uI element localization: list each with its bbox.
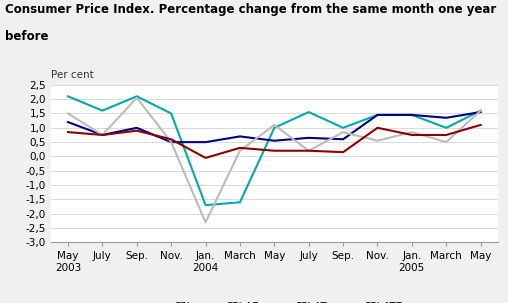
CPI-AT: [100, 133, 106, 137]
CPI: [168, 112, 174, 115]
CPI-AT: [271, 123, 277, 127]
CPI-ATE: [306, 149, 312, 152]
CPI-ATE: [443, 133, 449, 137]
CPI-AE: [374, 113, 380, 117]
CPI-AE: [409, 113, 415, 117]
CPI-AT: [443, 140, 449, 144]
CPI: [478, 109, 484, 112]
CPI-AT: [203, 221, 209, 224]
Legend: CPI, CPI-AE, CPI-AT, CPI-ATE: CPI, CPI-AE, CPI-AT, CPI-ATE: [142, 298, 406, 303]
CPI: [100, 109, 106, 112]
CPI-AE: [306, 136, 312, 140]
CPI: [271, 126, 277, 130]
CPI-ATE: [100, 133, 106, 137]
CPI-AE: [134, 126, 140, 130]
CPI-ATE: [409, 133, 415, 137]
CPI-AE: [100, 133, 106, 137]
CPI: [374, 113, 380, 117]
Text: before: before: [5, 30, 49, 43]
Text: Per cent: Per cent: [51, 70, 93, 80]
CPI-AT: [237, 149, 243, 152]
Line: CPI-ATE: CPI-ATE: [68, 125, 481, 158]
CPI-AE: [443, 116, 449, 120]
CPI-AT: [340, 130, 346, 134]
CPI-AE: [203, 140, 209, 144]
CPI-AT: [65, 112, 71, 115]
CPI-AE: [65, 120, 71, 124]
Line: CPI-AE: CPI-AE: [68, 112, 481, 142]
CPI: [65, 95, 71, 98]
CPI-AT: [374, 139, 380, 142]
CPI-ATE: [271, 149, 277, 152]
CPI-ATE: [237, 146, 243, 150]
CPI: [409, 113, 415, 117]
Text: Consumer Price Index. Percentage change from the same month one year: Consumer Price Index. Percentage change …: [5, 3, 496, 16]
CPI: [443, 126, 449, 130]
CPI-AE: [340, 138, 346, 141]
CPI-AE: [237, 135, 243, 138]
CPI: [237, 201, 243, 204]
CPI-ATE: [374, 126, 380, 130]
CPI: [306, 110, 312, 114]
CPI-ATE: [134, 129, 140, 132]
CPI-ATE: [478, 123, 484, 127]
CPI-AT: [409, 130, 415, 134]
CPI-ATE: [168, 138, 174, 141]
CPI-ATE: [65, 130, 71, 134]
CPI: [340, 126, 346, 130]
CPI-AE: [478, 110, 484, 114]
CPI-AE: [168, 140, 174, 144]
CPI-AT: [168, 140, 174, 144]
Line: CPI-AT: CPI-AT: [68, 98, 481, 222]
CPI-AT: [478, 109, 484, 112]
Line: CPI: CPI: [68, 96, 481, 205]
CPI: [134, 95, 140, 98]
CPI-ATE: [203, 156, 209, 160]
CPI: [203, 203, 209, 207]
CPI-AT: [134, 96, 140, 100]
CPI-AT: [306, 149, 312, 152]
CPI-ATE: [340, 150, 346, 154]
CPI-AE: [271, 139, 277, 142]
